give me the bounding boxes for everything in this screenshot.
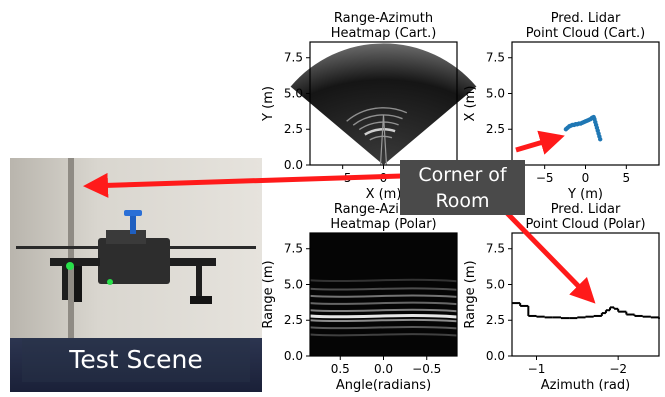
x-tick-label: −5 (536, 171, 554, 185)
x-tick-label: 0 (582, 171, 590, 185)
heatmap-center-ray (379, 114, 388, 166)
red-arrow (515, 130, 565, 155)
x-tick-label: −1 (528, 362, 546, 376)
heatmap-band (309, 278, 458, 283)
x-axis-label: Azimuth (rad) (541, 378, 630, 393)
y-tick-label: 5.0 (486, 86, 505, 100)
chart-title-line-1: Range-Azimuth (334, 11, 433, 26)
chart-title-line-2: Point Cloud (Cart.) (526, 26, 645, 41)
door-frame (68, 158, 74, 343)
heatmap-arc (352, 114, 403, 126)
heatmap-band (309, 314, 458, 319)
heatmap-band (309, 287, 458, 291)
heatmap-arc (364, 128, 396, 136)
heatmap-arc (346, 107, 408, 122)
heatmap-background (310, 233, 457, 356)
y-tick-label: 2.5 (486, 122, 505, 136)
y-tick-label: 2.5 (284, 313, 303, 327)
heatmap-band (309, 318, 458, 323)
x-axis-label: X (m) (366, 187, 402, 202)
chart-title-line-2: Heatmap (Polar) (330, 217, 436, 232)
x-tick-label: 0.0 (374, 362, 393, 376)
heatmap-band (309, 308, 458, 313)
red-arrow (83, 172, 403, 198)
y-axis-label: X (m) (463, 86, 478, 122)
y-tick-label: 7.5 (284, 51, 303, 65)
y-axis-label: Range (m) (261, 260, 276, 328)
y-tick-label: 2.5 (486, 313, 505, 327)
heatmap-arc (358, 121, 399, 131)
heatmap-band (309, 333, 458, 337)
y-tick-label: 5.0 (486, 277, 505, 291)
chart-title-line-1: Pred. Lidar (551, 202, 621, 217)
y-axis-label: Range (m) (463, 260, 478, 328)
scatter-point (598, 137, 603, 142)
y-tick-label: 0.0 (284, 158, 303, 172)
y-tick-label: 7.5 (486, 242, 505, 256)
x-tick-label: −2 (609, 362, 627, 376)
y-axis-label: Y (m) (261, 86, 276, 122)
heatmap-band (309, 301, 458, 306)
chart-title-line-2: Point Cloud (Polar) (525, 217, 645, 232)
fov-sector (290, 43, 477, 165)
chart-ra-polar: 0.5 0.0 −0.50.02.55.07.5Range-AzimuthHeatm… (261, 202, 458, 393)
annotation-arrows (83, 130, 596, 304)
y-tick-label: 0.0 (486, 349, 505, 363)
y-tick-label: 5.0 (284, 86, 303, 100)
corner-of-room-callout: Corner of Room (400, 160, 525, 215)
chart-title-line-2: Heatmap (Cart.) (331, 26, 437, 41)
x-tick-label: 5 (623, 171, 631, 185)
chart-title-line-1: Pred. Lidar (551, 11, 621, 26)
test-scene-label: Test Scene (22, 338, 250, 382)
floor (10, 338, 262, 392)
plot-frame (511, 232, 660, 357)
photo-illustration (10, 158, 262, 392)
y-tick-label: 7.5 (284, 242, 303, 256)
test-scene-photo (10, 158, 262, 392)
red-arrow (504, 210, 596, 304)
x-tick-label: −0.5 (412, 362, 441, 376)
x-axis-label: Y (m) (567, 187, 603, 202)
y-tick-label: 0.0 (284, 349, 303, 363)
drone (16, 210, 256, 304)
heatmap-arc (369, 135, 393, 141)
callout-line-2: Room (435, 190, 490, 212)
x-axis-label: Angle(radians) (336, 378, 431, 393)
y-tick-label: 5.0 (284, 277, 303, 291)
y-tick-label: 7.5 (486, 51, 505, 65)
callout-line-1: Corner of (418, 164, 507, 186)
heatmap-band (309, 325, 458, 330)
y-tick-label: 2.5 (284, 122, 303, 136)
heatmap-band (309, 294, 458, 298)
x-tick-label: 0.5 (331, 362, 350, 376)
